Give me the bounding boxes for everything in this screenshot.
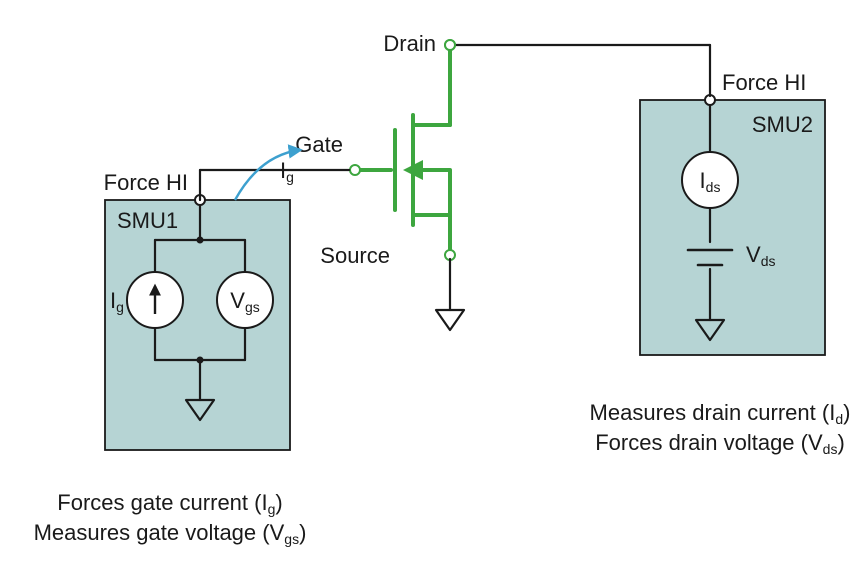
drain-label: Drain <box>383 31 436 56</box>
smu1-forcehi-label: Force HI <box>104 170 188 195</box>
gate-label: Gate <box>295 132 343 157</box>
smu1-caption-2: Measures gate voltage (Vgs) <box>34 520 307 547</box>
smu2-box: SMU2IdsVds <box>640 100 825 355</box>
mosfet <box>355 49 450 251</box>
smu2-forcehi-label: Force HI <box>722 70 806 95</box>
source-label: Source <box>320 243 390 268</box>
smu1-box: SMU1IgVgs <box>105 200 290 450</box>
smu1-caption-1: Forces gate current (Ig) <box>57 490 282 517</box>
smu2-caption-1: Measures drain current (Id) <box>590 400 851 427</box>
ig-arrow-label: Ig <box>280 158 294 185</box>
smu2-caption-2: Forces drain voltage (Vds) <box>595 430 845 457</box>
smu1-title: SMU1 <box>117 208 178 233</box>
smu2-title: SMU2 <box>752 112 813 137</box>
